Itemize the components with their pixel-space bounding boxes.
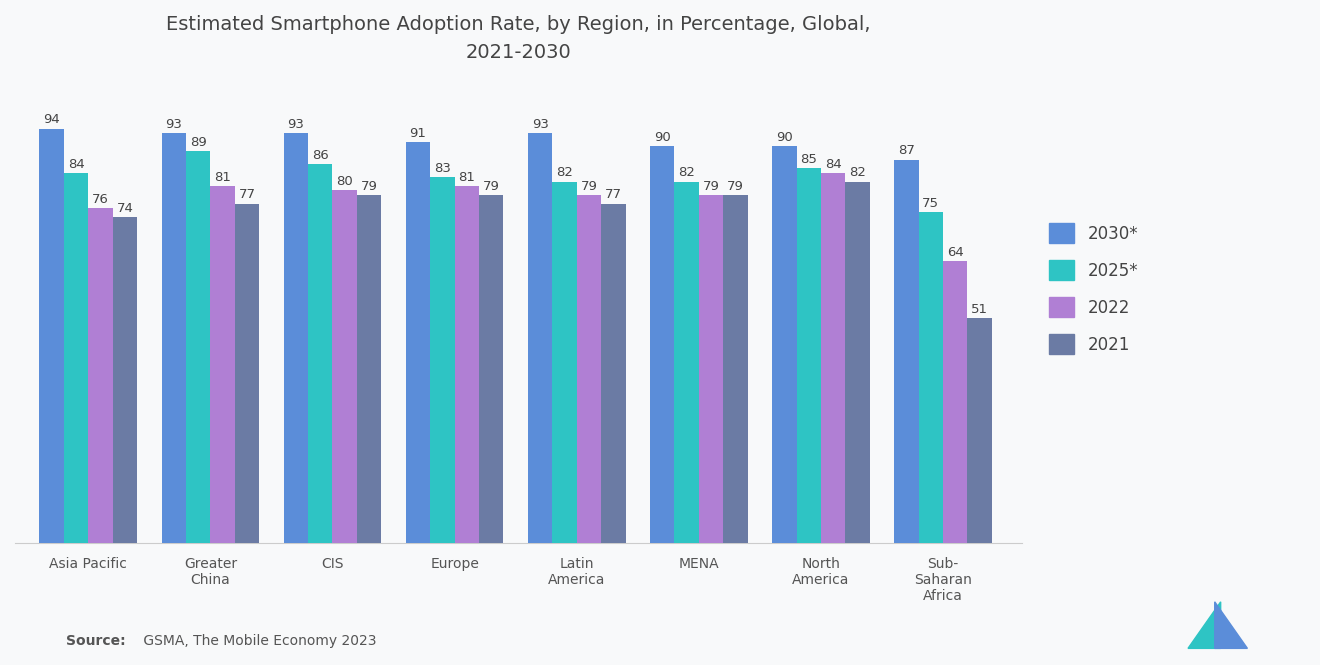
Bar (40, 128, 63, 543)
Title: Estimated Smartphone Adoption Rate, by Region, in Percentage, Global,
2021-2030: Estimated Smartphone Adoption Rate, by R… (166, 15, 871, 62)
Bar (601, 203, 626, 543)
Text: 79: 79 (727, 180, 744, 193)
Bar (333, 190, 356, 543)
Text: 82: 82 (678, 166, 696, 180)
Text: 77: 77 (605, 188, 622, 201)
Text: 93: 93 (532, 118, 549, 131)
Text: 87: 87 (898, 144, 915, 158)
Bar (968, 319, 991, 543)
Text: 81: 81 (458, 171, 475, 184)
Text: 77: 77 (239, 188, 256, 201)
Bar (63, 173, 88, 543)
Bar (210, 186, 235, 543)
Bar (430, 177, 454, 543)
Text: 94: 94 (44, 114, 59, 126)
Bar (235, 203, 259, 543)
Bar (479, 195, 503, 543)
Text: 82: 82 (849, 166, 866, 180)
Bar (772, 146, 796, 543)
Text: 79: 79 (360, 180, 378, 193)
Bar (723, 195, 747, 543)
Text: GSMA, The Mobile Economy 2023: GSMA, The Mobile Economy 2023 (139, 634, 376, 648)
Text: 76: 76 (92, 193, 110, 206)
Bar (284, 133, 308, 543)
Text: 81: 81 (214, 171, 231, 184)
Text: 86: 86 (312, 149, 329, 162)
Text: 93: 93 (288, 118, 305, 131)
Text: Source:: Source: (66, 634, 125, 648)
Text: 83: 83 (434, 162, 451, 175)
Text: 84: 84 (67, 158, 84, 170)
Bar (845, 182, 870, 543)
Bar (161, 133, 186, 543)
Text: 74: 74 (116, 201, 133, 215)
Text: 89: 89 (190, 136, 206, 148)
Text: 91: 91 (409, 127, 426, 140)
Bar (112, 217, 137, 543)
Text: 80: 80 (337, 175, 352, 188)
Text: 90: 90 (776, 131, 793, 144)
Text: 51: 51 (972, 303, 989, 316)
Bar (454, 186, 479, 543)
Bar (186, 151, 210, 543)
Text: 82: 82 (556, 166, 573, 180)
Text: 79: 79 (483, 180, 500, 193)
Text: 75: 75 (923, 198, 940, 210)
Bar (528, 133, 552, 543)
Text: 84: 84 (825, 158, 842, 170)
Bar (308, 164, 333, 543)
Bar (552, 182, 577, 543)
Text: 64: 64 (946, 246, 964, 259)
Bar (649, 146, 675, 543)
Bar (942, 261, 968, 543)
Text: 85: 85 (800, 153, 817, 166)
Text: 79: 79 (581, 180, 598, 193)
Bar (675, 182, 698, 543)
Bar (356, 195, 381, 543)
Text: 79: 79 (702, 180, 719, 193)
Text: 93: 93 (165, 118, 182, 131)
Bar (577, 195, 601, 543)
Bar (821, 173, 845, 543)
Bar (919, 212, 942, 543)
Bar (894, 160, 919, 543)
Bar (796, 168, 821, 543)
Bar (88, 208, 112, 543)
Bar (698, 195, 723, 543)
Legend: 2030*, 2025*, 2022, 2021: 2030*, 2025*, 2022, 2021 (1040, 215, 1147, 362)
Text: 90: 90 (653, 131, 671, 144)
Bar (405, 142, 430, 543)
